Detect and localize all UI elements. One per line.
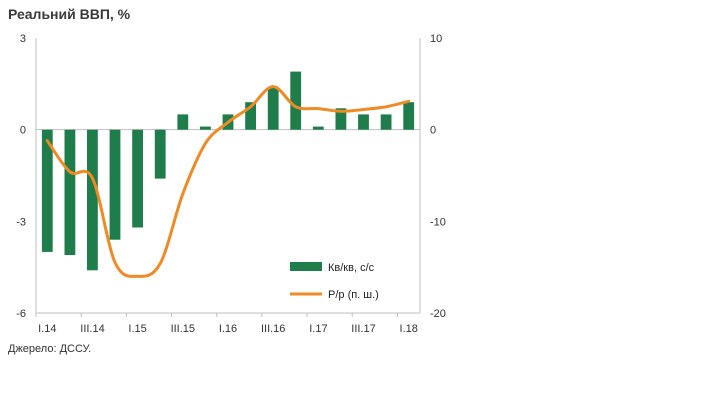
bar-II.15 xyxy=(154,129,166,179)
bar-IV.17 xyxy=(380,114,392,130)
right-tick-label: 0 xyxy=(430,125,436,137)
x-tick-label: I.15 xyxy=(128,323,146,335)
legend-line-label: Р/р (п. ш.) xyxy=(328,289,379,301)
right-tick-label: 10 xyxy=(430,33,442,45)
right-tick-label: -10 xyxy=(430,216,446,228)
bar-III.15 xyxy=(177,114,189,130)
bar-series xyxy=(41,71,415,271)
x-tick-label: I.16 xyxy=(219,323,237,335)
gdp-chart: 30-3-6 100-10-20 I.14 III.14 I.15 III.15 I.1… xyxy=(16,33,446,335)
bar-III.14 xyxy=(87,129,98,271)
legend-bar-label: Кв/кв, с/с xyxy=(328,262,375,274)
yoy-line xyxy=(45,85,411,278)
left-axis-ticks: 3 0 -3 -6 xyxy=(16,33,26,320)
bar-IV.15 xyxy=(200,126,211,130)
line-series xyxy=(45,85,411,278)
bar-I.14 xyxy=(41,129,53,252)
x-tick-label: III.17 xyxy=(351,323,375,335)
left-tick-label: -6 xyxy=(16,308,26,320)
x-tick-label: III.15 xyxy=(171,323,195,335)
bar-II.14 xyxy=(64,129,76,255)
x-tick-label: I.18 xyxy=(400,323,418,335)
bar-III.17 xyxy=(358,114,369,130)
x-tick-label: III.14 xyxy=(80,323,104,335)
left-tick-label: 0 xyxy=(20,125,26,137)
x-tick-label: III.16 xyxy=(261,323,285,335)
bar-I.15 xyxy=(132,129,143,228)
right-axis-ticks: 10 0 -10 -20 xyxy=(430,33,446,320)
bar-IV.14 xyxy=(109,129,121,240)
legend: Кв/кв, с/с Р/р (п. ш.) xyxy=(290,262,379,301)
left-tick-label: 3 xyxy=(20,33,26,45)
bar-II.17 xyxy=(335,108,347,130)
left-tick-label: -3 xyxy=(16,216,26,228)
x-tick-label: I.14 xyxy=(38,323,56,335)
legend-bar-swatch xyxy=(290,262,322,271)
bar-I.18 xyxy=(403,102,415,130)
chart-title: Реальний ВВП, % xyxy=(8,6,131,22)
source-note: Джерело: ДССУ. xyxy=(8,343,92,355)
bar-III.16 xyxy=(267,86,279,130)
x-tick-label: I.17 xyxy=(309,323,327,335)
x-axis-ticks: I.14 III.14 I.15 III.15 I.16 III.16 I.17 III.17… xyxy=(35,313,418,335)
bar-II.16 xyxy=(245,102,256,130)
bar-I.17 xyxy=(312,126,324,130)
right-tick-label: -20 xyxy=(430,308,446,320)
bar-IV.16 xyxy=(290,71,302,130)
